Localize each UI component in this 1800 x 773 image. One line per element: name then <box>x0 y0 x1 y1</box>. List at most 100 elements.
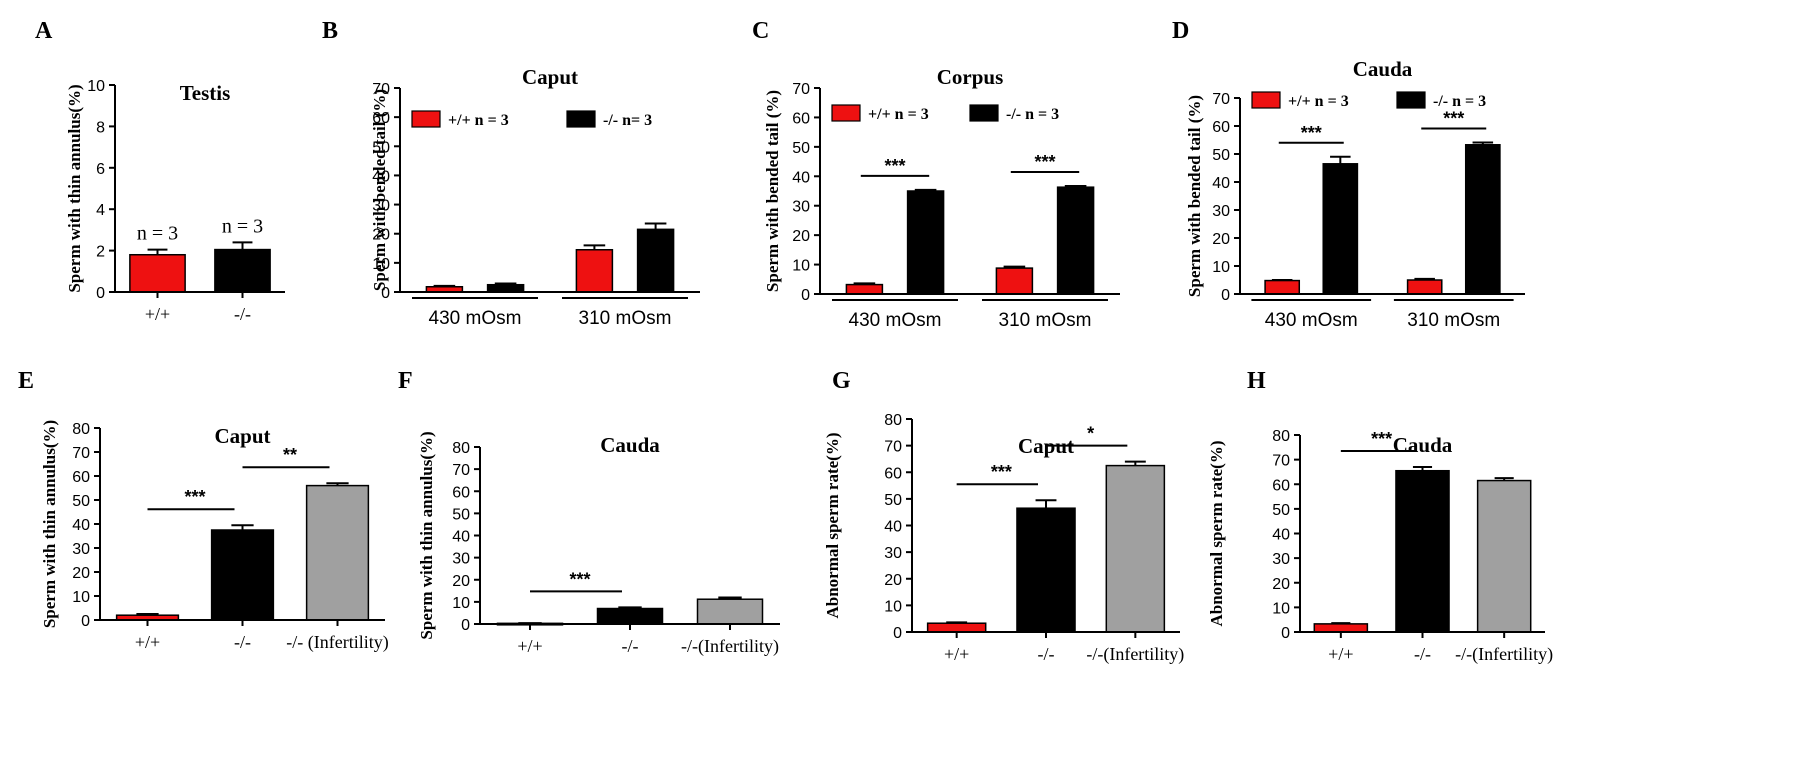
panel-h-y-tick-label: 40 <box>1272 527 1290 544</box>
panel-e-y-tick-label: 80 <box>72 421 90 438</box>
panel-c-y-tick-label: 30 <box>792 199 810 216</box>
panel-h-significance-label: *** <box>1371 429 1392 449</box>
panel-c-y-tick-label: 0 <box>801 287 810 304</box>
panel-g-significance-label: * <box>1087 424 1094 444</box>
panel-g-bar <box>926 622 987 633</box>
panel-e-x-tick-label: -/- <box>234 632 251 652</box>
panel-d-legend-swatch <box>1251 91 1281 109</box>
panel-h-x-tick-label: +/+ <box>1328 644 1353 664</box>
panel-h-bar <box>1313 623 1369 633</box>
panel-e-significance-label: ** <box>283 445 297 465</box>
panel-g-significance-label: *** <box>991 462 1012 482</box>
panel-e-y-axis-label: Sperm with thin annulus(%) <box>40 420 59 628</box>
panel-e-x-tick-label: -/- (Infertility) <box>286 632 388 653</box>
panel-g-y-tick-label: 20 <box>884 572 902 589</box>
panel-g-y-tick-label: 10 <box>884 598 902 615</box>
panel-g-y-tick-label: 70 <box>884 439 902 456</box>
panel-c-bar <box>906 190 945 295</box>
panel-e-y-tick-label: 60 <box>72 469 90 486</box>
panel-a-y-axis-label: Sperm with thin annulus(%) <box>65 84 84 292</box>
panel-b-y-tick-label: 30 <box>372 198 390 215</box>
panel-f-x-tick-label: -/- <box>622 636 639 656</box>
panel-b-bar <box>575 248 614 293</box>
panel-c-legend-label: -/- n = 3 <box>1006 106 1059 123</box>
panel-f-y-tick-label: 70 <box>452 462 470 479</box>
panel-e-letter: E <box>18 368 34 394</box>
panel-d-x-group-label: 430 mOsm <box>1265 310 1358 331</box>
panel-h-y-tick-label: 0 <box>1281 625 1290 642</box>
panel-c-title: Corpus <box>937 65 1004 89</box>
panel-d-y-tick-label: 20 <box>1212 231 1230 248</box>
panel-a-letter: A <box>35 18 53 44</box>
panel-d-y-tick-label: 70 <box>1212 91 1230 108</box>
panel-d-y-tick-label: 10 <box>1212 259 1230 276</box>
panel-e-y-tick-label: 0 <box>81 613 90 630</box>
panel-e-title: Caput <box>214 424 270 448</box>
panel-b-x-group-label: 310 mOsm <box>579 308 672 329</box>
panel-h-y-axis-label: Abnormal sperm rate(%) <box>1207 440 1226 626</box>
panel-h-x-tick-label: -/-(Infertility) <box>1455 644 1553 665</box>
panel-e-y-tick-label: 70 <box>72 445 90 462</box>
panel-g-bar <box>1105 464 1166 633</box>
panel-d-legend-label: -/- n = 3 <box>1433 93 1486 110</box>
panel-b-legend-swatch <box>411 110 441 128</box>
panel-d-bar <box>1264 279 1301 295</box>
panel-a-y-tick-label: 8 <box>96 119 105 136</box>
panel-f-y-tick-label: 0 <box>461 617 470 634</box>
panel-d-y-tick-label: 40 <box>1212 175 1230 192</box>
panel-d-y-tick-label: 50 <box>1212 147 1230 164</box>
panel-d-bar <box>1322 163 1359 295</box>
panel-d-legend-label: +/+ n = 3 <box>1288 93 1349 110</box>
panel-h-bar <box>1476 479 1532 633</box>
panel-g-x-tick-label: -/-(Infertility) <box>1086 644 1184 665</box>
panel-c-y-tick-label: 20 <box>792 228 810 245</box>
panel-h-y-tick-label: 20 <box>1272 576 1290 593</box>
panel-g-y-tick-label: 40 <box>884 519 902 536</box>
panel-a-bar <box>214 248 271 293</box>
panel-f-y-tick-label: 60 <box>452 484 470 501</box>
panel-b-x-group-label: 430 mOsm <box>429 308 522 329</box>
panel-c-significance-label: *** <box>884 156 905 176</box>
panel-e-y-tick-label: 40 <box>72 517 90 534</box>
panel-c-legend-label: +/+ n = 3 <box>868 106 929 123</box>
panel-c-y-axis-label: Sperm with bended tail (%) <box>763 90 782 292</box>
panel-d-y-tick-label: 60 <box>1212 119 1230 136</box>
panel-h-y-tick-label: 60 <box>1272 477 1290 494</box>
panel-e-x-tick-label: +/+ <box>135 632 160 652</box>
panel-h-y-tick-label: 50 <box>1272 502 1290 519</box>
panel-f-letter: F <box>398 368 413 394</box>
panel-c-y-tick-label: 50 <box>792 140 810 157</box>
panel-a-bar-label: n = 3 <box>137 223 178 245</box>
panel-c-bar <box>1056 186 1095 295</box>
panel-f-significance-label: *** <box>569 569 590 589</box>
panel-f-y-tick-label: 40 <box>452 529 470 546</box>
panel-f-bar <box>596 607 664 625</box>
panel-e-bar <box>210 529 275 621</box>
panel-c-legend-swatch <box>969 104 999 122</box>
panel-f-bar <box>696 598 764 625</box>
panel-d-letter: D <box>1172 18 1189 44</box>
panel-f-y-axis-label: Sperm with thin annulus(%) <box>417 431 436 639</box>
panel-h-y-tick-label: 10 <box>1272 600 1290 617</box>
panel-d-y-axis-label: Sperm with bended tail (%) <box>1185 95 1204 297</box>
panel-g-bar <box>1016 507 1076 633</box>
panel-d-title: Cauda <box>1353 57 1413 81</box>
panel-f-y-tick-label: 20 <box>452 573 470 590</box>
panel-d-significance-label: *** <box>1443 109 1464 129</box>
panel-b-legend-label: +/+ n = 3 <box>448 112 509 129</box>
panel-g-x-tick-label: -/- <box>1038 644 1055 664</box>
panel-a-y-tick-label: 4 <box>96 202 105 219</box>
panel-a-y-tick-label: 6 <box>96 161 105 178</box>
panel-g-y-tick-label: 0 <box>893 625 902 642</box>
panel-a-bar <box>129 253 186 293</box>
panel-f-y-tick-label: 30 <box>452 551 470 568</box>
panel-g-y-tick-label: 50 <box>884 492 902 509</box>
panel-b-bar <box>486 283 525 293</box>
panel-f-x-tick-label: +/+ <box>517 636 542 656</box>
panel-b-y-tick-label: 50 <box>372 139 390 156</box>
panel-b-bar <box>636 228 675 293</box>
panel-g-y-tick-label: 60 <box>884 465 902 482</box>
panel-c-significance-label: *** <box>1034 152 1055 172</box>
panel-h-bar <box>1395 469 1450 633</box>
panel-f-x-tick-label: -/-(Infertility) <box>681 636 779 657</box>
